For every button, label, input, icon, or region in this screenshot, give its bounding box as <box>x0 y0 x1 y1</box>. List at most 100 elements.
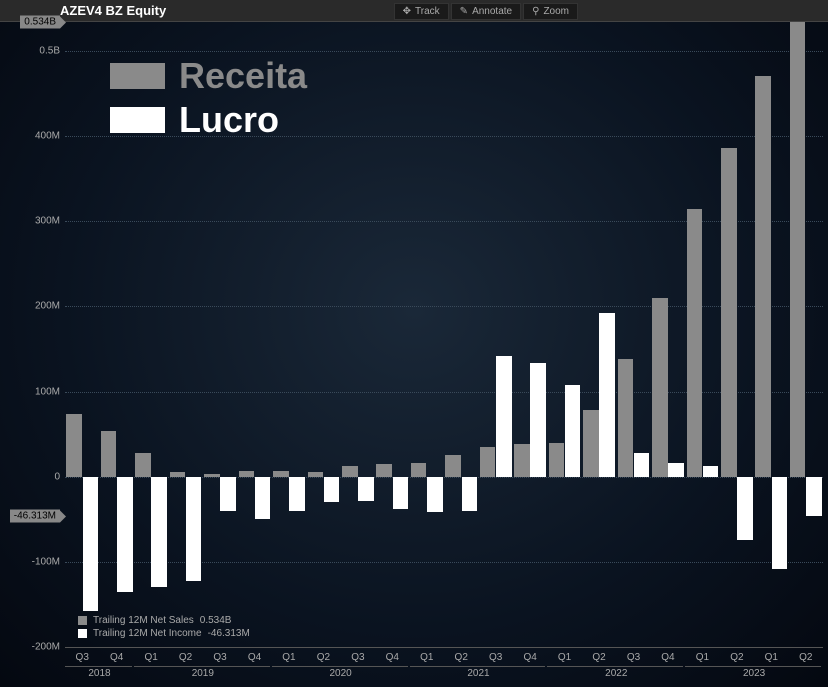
bar-group <box>306 22 340 647</box>
bar-group <box>754 22 788 647</box>
y-tick-label: 400M <box>5 131 60 142</box>
bar-group <box>547 22 581 647</box>
y-tick-label: -200M <box>5 642 60 653</box>
bar-group <box>651 22 685 647</box>
bar-receita <box>135 453 151 477</box>
pencil-icon: ✎ <box>460 6 468 17</box>
y-tick-label: 100M <box>5 386 60 397</box>
x-quarter-label: Q2 <box>730 652 743 663</box>
x-year-label: 2019 <box>192 668 214 679</box>
bar-receita <box>376 464 392 477</box>
bar-group <box>582 22 616 647</box>
x-year-label: 2020 <box>330 668 352 679</box>
legend-small-row-2: Trailing 12M Net Income -46.313M <box>78 628 250 639</box>
bar-lucro <box>186 477 202 581</box>
x-year-label: 2021 <box>467 668 489 679</box>
y-tick-label: 0 <box>5 471 60 482</box>
x-quarter-label: Q4 <box>248 652 261 663</box>
x-quarter-label: Q2 <box>799 652 812 663</box>
x-quarter-label: Q3 <box>76 652 89 663</box>
x-year-separator <box>410 666 546 667</box>
x-quarter-label: Q1 <box>558 652 571 663</box>
x-quarter-label: Q1 <box>144 652 157 663</box>
y-tick-label: 300M <box>5 216 60 227</box>
bar-lucro <box>806 477 822 516</box>
bar-receita <box>687 209 703 476</box>
bar-receita <box>790 22 806 477</box>
y-tick-label: -100M <box>5 556 60 567</box>
bar-lucro <box>668 463 684 477</box>
bar-lucro <box>462 477 478 511</box>
bar-group <box>720 22 754 647</box>
bar-lucro <box>358 477 374 501</box>
legend-swatch-lucro <box>110 107 165 133</box>
x-year-label: 2018 <box>88 668 110 679</box>
bar-receita <box>66 414 82 477</box>
bar-group <box>375 22 409 647</box>
x-year-label: 2023 <box>743 668 765 679</box>
x-quarter-label: Q1 <box>696 652 709 663</box>
bar-group <box>410 22 444 647</box>
bar-lucro <box>151 477 167 588</box>
x-year-separator <box>65 666 132 667</box>
bar-lucro <box>427 477 443 513</box>
zoom-button[interactable]: ⚲ Zoom <box>523 3 578 20</box>
bar-receita <box>170 472 186 476</box>
legend-swatch-receita <box>110 63 165 89</box>
annotate-label: Annotate <box>472 6 512 17</box>
x-quarter-label: Q1 <box>420 652 433 663</box>
bar-receita <box>549 443 565 477</box>
x-quarter-label: Q2 <box>592 652 605 663</box>
x-axis: Q3Q4Q1Q2Q3Q4Q1Q2Q3Q4Q1Q2Q3Q4Q1Q2Q3Q4Q1Q2… <box>65 647 823 687</box>
bar-receita <box>411 463 427 477</box>
bar-lucro <box>772 477 788 569</box>
legend-small-swatch-1 <box>78 616 87 625</box>
bar-lucro <box>255 477 271 520</box>
bar-receita <box>239 471 255 477</box>
x-year-separator <box>134 666 270 667</box>
bar-receita <box>273 471 289 477</box>
legend-small-value-2: -46.313M <box>208 628 250 639</box>
x-quarter-label: Q4 <box>386 652 399 663</box>
bar-lucro <box>393 477 409 509</box>
bar-group <box>478 22 512 647</box>
bar-receita <box>755 76 771 476</box>
bar-lucro <box>565 385 581 477</box>
bar-receita <box>480 447 496 477</box>
bar-lucro <box>220 477 236 511</box>
x-quarter-label: Q2 <box>455 652 468 663</box>
y-tick-label: 200M <box>5 301 60 312</box>
bar-group <box>789 22 823 647</box>
x-quarter-label: Q1 <box>765 652 778 663</box>
y-marker: -46.313M <box>10 510 60 523</box>
legend-row-receita: Receita <box>110 55 307 97</box>
x-year-separator <box>547 666 683 667</box>
legend-label-receita: Receita <box>179 55 307 97</box>
bar-lucro <box>83 477 99 612</box>
bar-receita <box>721 148 737 477</box>
bar-lucro <box>599 313 615 476</box>
bar-receita <box>101 431 117 477</box>
x-quarter-label: Q4 <box>110 652 123 663</box>
bar-receita <box>618 359 634 477</box>
bar-group <box>616 22 650 647</box>
x-quarter-label: Q3 <box>351 652 364 663</box>
track-button[interactable]: ✥ Track <box>394 3 449 20</box>
x-quarter-label: Q3 <box>627 652 640 663</box>
crosshair-icon: ✥ <box>403 6 411 17</box>
bar-group <box>65 22 99 647</box>
bar-receita <box>204 474 220 477</box>
chart-toolbar: ✥ Track ✎ Annotate ⚲ Zoom <box>394 3 578 20</box>
chart-header: AZEV4 BZ Equity ✥ Track ✎ Annotate ⚲ Zoo… <box>0 0 828 22</box>
x-year-separator <box>685 666 821 667</box>
annotate-button[interactable]: ✎ Annotate <box>451 3 521 20</box>
x-quarter-label: Q4 <box>661 652 674 663</box>
x-quarter-label: Q2 <box>317 652 330 663</box>
bar-lucro <box>324 477 340 503</box>
bar-lucro <box>289 477 305 511</box>
y-marker: 0.534B <box>20 16 60 29</box>
x-quarter-label: Q2 <box>179 652 192 663</box>
legend: Receita Lucro <box>110 55 307 141</box>
x-year-separator <box>272 666 408 667</box>
bar-lucro <box>703 466 719 476</box>
